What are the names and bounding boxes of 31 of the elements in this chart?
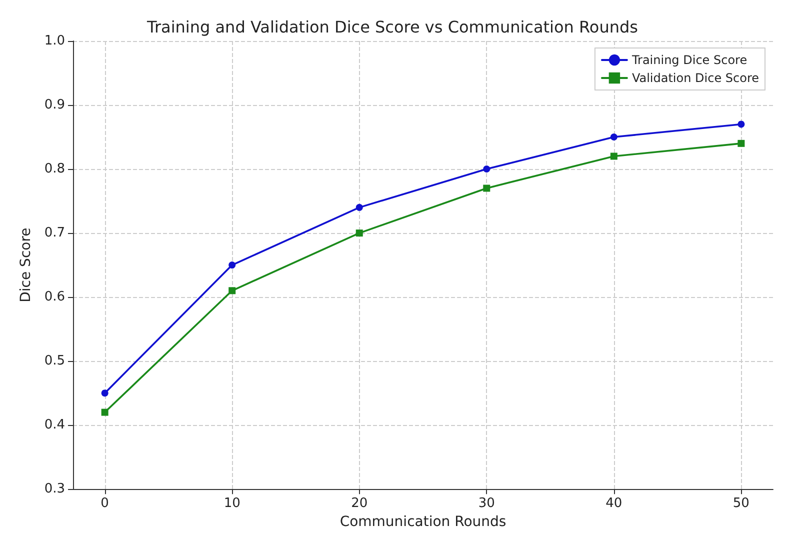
- y-tick-label: 0.4: [44, 418, 65, 433]
- point: [738, 140, 745, 147]
- point: [101, 408, 108, 416]
- legend-label: Validation Dice Score: [632, 71, 760, 85]
- y-tick-label: 0.5: [44, 354, 65, 369]
- point: [610, 134, 618, 141]
- x-tick-label: 10: [224, 496, 240, 512]
- point: [738, 120, 745, 128]
- point: [356, 230, 363, 237]
- legend-label: Training Dice Score: [630, 53, 748, 67]
- y-tick-label: 0.8: [44, 162, 65, 177]
- point: [356, 204, 363, 211]
- x-tick-label: 50: [732, 496, 750, 512]
- x-axis-title: Communication Rounds: [340, 514, 506, 530]
- y-tick-label: 0.9: [44, 98, 65, 113]
- point: [228, 262, 236, 269]
- x-tick-label: 20: [351, 496, 368, 512]
- point: [101, 390, 108, 397]
- x-tick-label: 40: [606, 496, 622, 512]
- point: [483, 166, 490, 173]
- y-tick-label: 0.3: [44, 482, 65, 497]
- point: [483, 184, 490, 192]
- chart-title: Training and Validation Dice Score vs Communication Rounds: [146, 18, 638, 36]
- point: [228, 287, 236, 294]
- y-axis-title: Dice Score: [18, 228, 34, 302]
- point: [610, 152, 618, 160]
- x-tick-label: 30: [478, 496, 495, 512]
- y-tick-label: 1.0: [44, 34, 65, 48]
- y-tick-label: 0.6: [44, 290, 65, 305]
- y-tick-label: 0.7: [44, 226, 65, 241]
- x-tick-label: 0: [100, 496, 109, 512]
